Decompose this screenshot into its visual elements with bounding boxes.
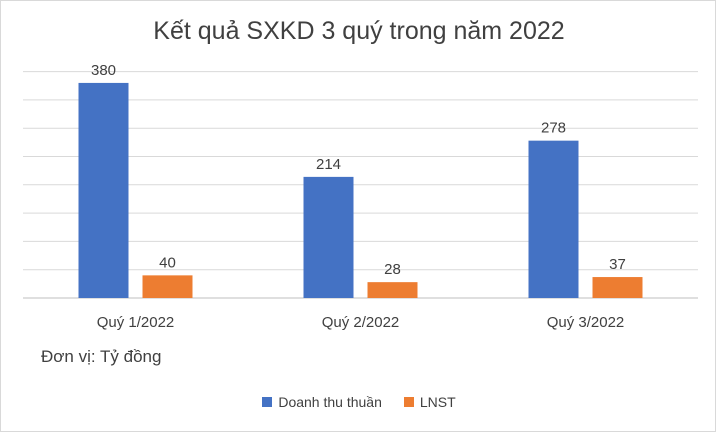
bar-revenue (528, 140, 579, 298)
legend-item-revenue: Doanh thu thuần (262, 394, 382, 410)
x-tick-label: Quý 2/2022 (322, 314, 400, 331)
legend-item-profit: LNST (403, 394, 456, 410)
bar-profit (592, 277, 643, 298)
legend-label-revenue: Doanh thu thuần (278, 394, 382, 410)
data-label: 214 (316, 156, 341, 173)
bar-profit (367, 282, 418, 298)
data-label: 278 (541, 120, 566, 137)
data-label: 37 (609, 256, 626, 273)
x-tick-label: Quý 3/2022 (547, 314, 625, 331)
legend: Doanh thu thuần LNST (1, 394, 716, 410)
bar-revenue (303, 176, 354, 298)
bar-profit (142, 275, 193, 298)
data-label: 28 (384, 261, 401, 278)
unit-note: Đơn vị: Tỷ đồng (41, 347, 162, 366)
data-label: 40 (159, 254, 176, 271)
x-tick-label: Quý 1/2022 (97, 314, 175, 331)
legend-label-profit: LNST (419, 394, 456, 410)
legend-swatch-profit (403, 397, 414, 407)
chart-title: Kết quả SXKD 3 quý trong năm 2022 (153, 17, 565, 45)
bar-revenue (78, 82, 129, 298)
data-label: 380 (91, 62, 116, 79)
legend-swatch-revenue (262, 397, 273, 407)
